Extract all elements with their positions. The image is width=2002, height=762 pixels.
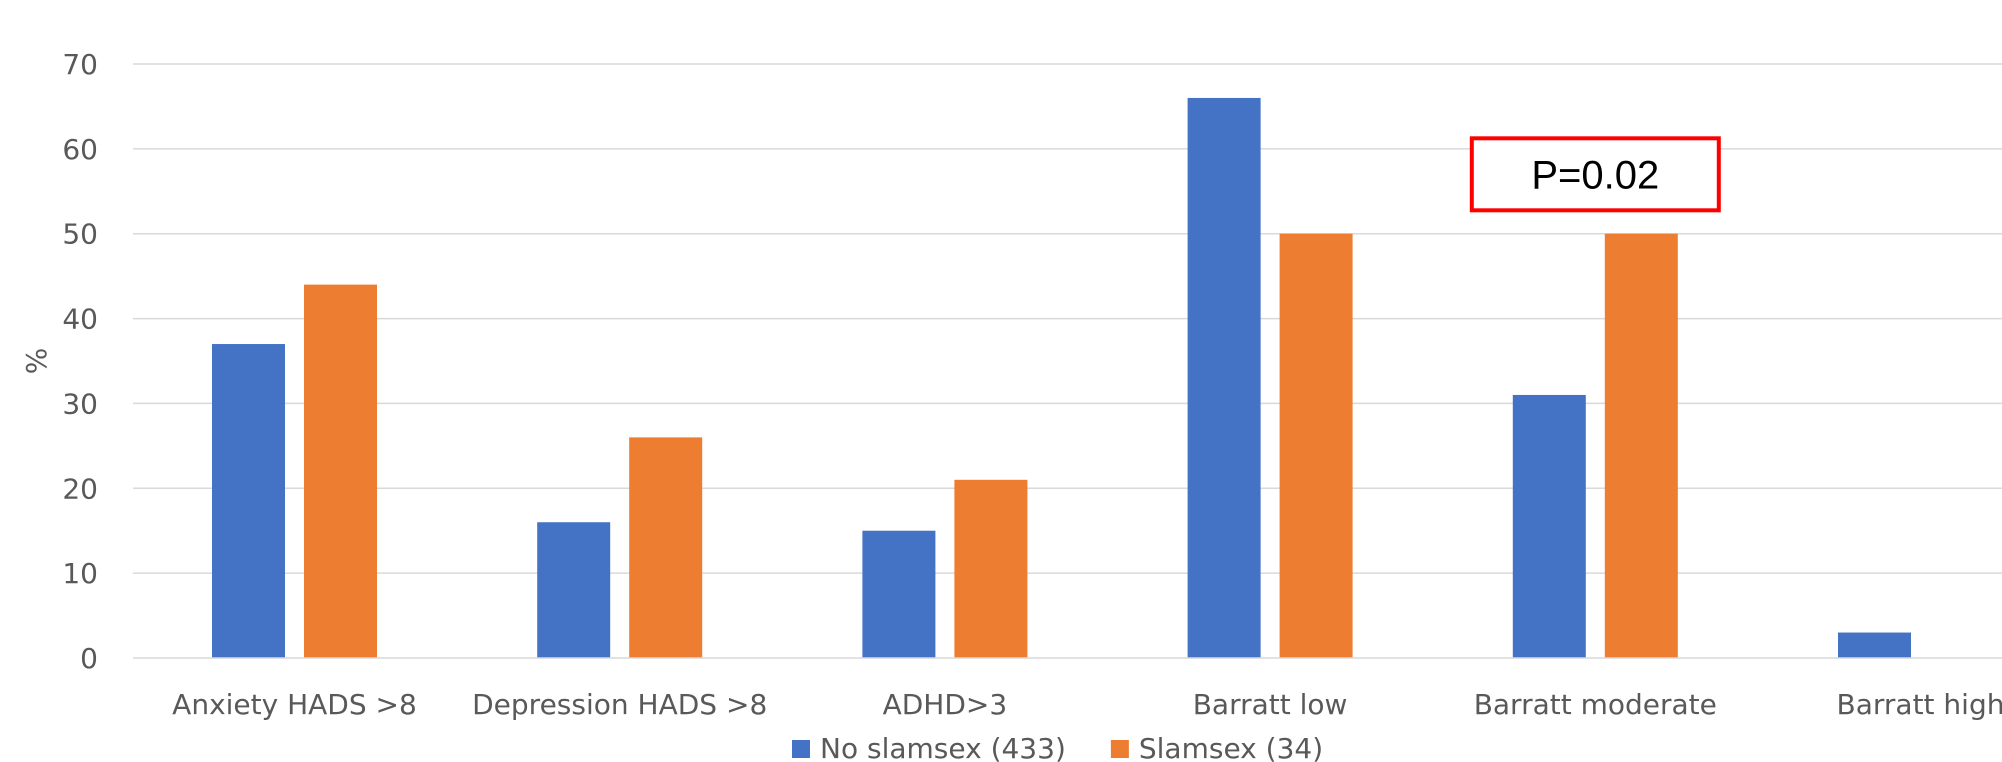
x-tick-label: ADHD>3 [883, 688, 1008, 721]
y-tick-label: 30 [62, 387, 98, 420]
bar [1512, 394, 1586, 658]
y-tick-label: 10 [62, 557, 98, 590]
y-tick-label: 60 [62, 133, 98, 166]
y-axis-ticks: 0 10 20 30 40 50 60 70 [62, 48, 98, 675]
x-tick-label: Barratt high [1837, 688, 2002, 721]
y-tick-label: 50 [62, 218, 98, 251]
y-axis-label: % [20, 348, 53, 375]
legend: No slamsex (433) Slamsex (34) [792, 732, 1323, 762]
annotation-text: P=0.02 [1531, 153, 1659, 197]
category-labels: Anxiety HADS >8 Depression HADS >8 ADHD>3 B… [172, 688, 2002, 721]
bar [537, 522, 611, 658]
bar [1279, 233, 1353, 658]
bar [1838, 632, 1911, 658]
y-tick-label: 40 [62, 303, 98, 336]
x-tick-label: Barratt low [1193, 688, 1348, 721]
legend-swatch [792, 740, 810, 758]
bar [1604, 233, 1678, 658]
gridlines [133, 63, 2002, 574]
x-tick-label: Anxiety HADS >8 [172, 688, 417, 721]
bar [629, 437, 703, 658]
bar [862, 530, 936, 658]
legend-label: Slamsex (34) [1139, 732, 1323, 762]
bar [304, 284, 377, 658]
y-tick-label: 20 [62, 472, 98, 505]
bar [1187, 97, 1261, 658]
y-tick-label: 70 [62, 48, 98, 81]
bar [212, 344, 285, 658]
annotations: P=0.02 [1469, 136, 1721, 213]
legend-label: No slamsex (433) [820, 732, 1066, 762]
bar [954, 479, 1028, 658]
legend-swatch [1110, 740, 1129, 758]
x-tick-label: Barratt moderate [1474, 688, 1717, 721]
y-tick-label: 0 [80, 642, 98, 675]
x-tick-label: Depression HADS >8 [472, 688, 767, 721]
bars [212, 97, 1911, 658]
annotation-box [1469, 136, 1721, 213]
